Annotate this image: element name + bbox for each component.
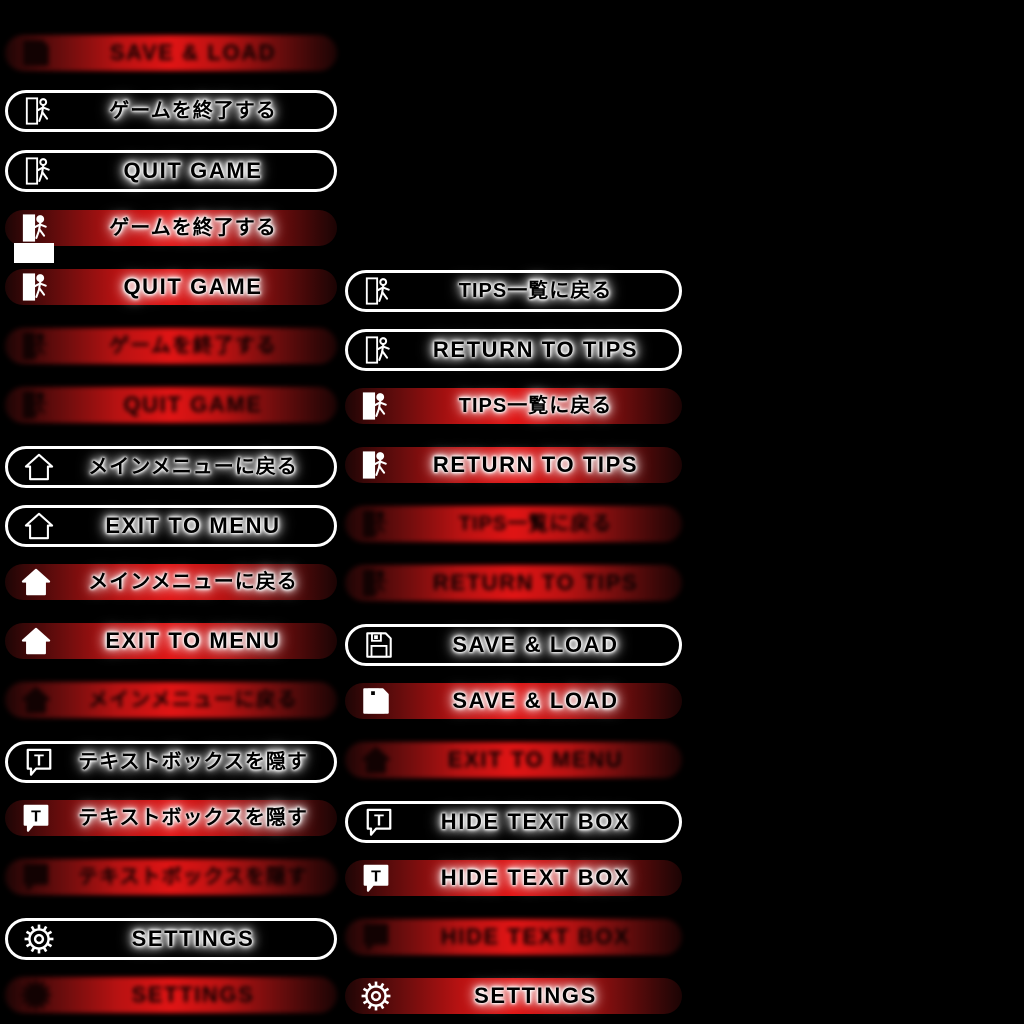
menu-button-label: EXIT TO MENU: [105, 513, 281, 538]
home-icon: [22, 509, 56, 543]
floppy-disk-icon: [19, 36, 53, 70]
svg-text:T: T: [31, 808, 41, 825]
exit-door-running-person-icon: [19, 211, 53, 245]
menu-button-label: RETURN TO TIPS: [432, 337, 639, 362]
menu-button-label: テキストボックスを隠す: [78, 866, 308, 888]
menu-button-label: QUIT GAME: [123, 392, 263, 417]
menu-button[interactable]: ゲームを終了する: [5, 328, 337, 364]
menu-button-label: SAVE & LOAD: [452, 632, 619, 657]
menu-button-label: テキストボックスを隠す: [78, 807, 308, 829]
home-icon: [19, 565, 53, 599]
exit-door-running-person-icon: [359, 448, 393, 482]
gear-icon: [19, 978, 53, 1012]
menu-button-label: QUIT GAME: [123, 158, 263, 183]
menu-button-label: ゲームを終了する: [109, 217, 277, 239]
menu-button[interactable]: EXIT TO MENU: [345, 742, 682, 778]
menu-button-label: SETTINGS: [131, 982, 255, 1007]
menu-button[interactable]: RETURN TO TIPS: [345, 565, 682, 601]
menu-button[interactable]: EXIT TO MENU: [5, 505, 337, 547]
exit-door-running-person-icon: [22, 94, 56, 128]
menu-button[interactable]: SETTINGS: [345, 978, 682, 1014]
menu-button-label: ゲームを終了する: [109, 335, 277, 357]
svg-text:T: T: [31, 867, 41, 884]
gear-icon: [359, 979, 393, 1013]
menu-button[interactable]: RETURN TO TIPS: [345, 329, 682, 371]
menu-button[interactable]: T HIDE TEXT BOX: [345, 919, 682, 955]
menu-button[interactable]: SAVE & LOAD: [345, 624, 682, 666]
menu-button[interactable]: QUIT GAME: [5, 387, 337, 423]
exit-door-running-person-icon: [22, 154, 56, 188]
menu-button[interactable]: T テキストボックスを隠す: [5, 741, 337, 783]
menu-button-label: EXIT TO MENU: [105, 628, 281, 653]
menu-button-label: QUIT GAME: [123, 274, 263, 299]
menu-button[interactable]: SETTINGS: [5, 977, 337, 1013]
menu-button-label: メインメニューに戻る: [88, 456, 298, 478]
menu-button-label: ゲームを終了する: [109, 100, 277, 122]
menu-button[interactable]: メインメニューに戻る: [5, 446, 337, 488]
menu-button-label: TIPS一覧に戻る: [458, 513, 613, 535]
text-box-icon: T: [22, 745, 56, 779]
menu-button-label: SAVE & LOAD: [452, 688, 619, 713]
menu-button[interactable]: QUIT GAME: [5, 269, 337, 305]
menu-button[interactable]: T HIDE TEXT BOX: [345, 801, 682, 843]
menu-button[interactable]: ゲームを終了する: [5, 210, 337, 246]
text-box-icon: T: [19, 801, 53, 835]
exit-door-running-person-icon: [362, 333, 396, 367]
home-icon: [359, 743, 393, 777]
floppy-disk-icon: [359, 684, 393, 718]
text-box-icon: T: [362, 805, 396, 839]
menu-button-label: RETURN TO TIPS: [432, 452, 639, 477]
exit-door-running-person-icon: [359, 566, 393, 600]
menu-button-label: メインメニューに戻る: [88, 571, 298, 593]
menu-button[interactable]: SAVE & LOAD: [5, 35, 337, 71]
gear-icon: [22, 922, 56, 956]
home-icon: [19, 683, 53, 717]
exit-door-running-person-icon: [19, 388, 53, 422]
menu-button[interactable]: TIPS一覧に戻る: [345, 270, 682, 312]
menu-button-label: SETTINGS: [474, 983, 597, 1008]
menu-button-label: SETTINGS: [131, 926, 255, 951]
menu-button[interactable]: T HIDE TEXT BOX: [345, 860, 682, 896]
menu-button-label: EXIT TO MENU: [447, 747, 624, 772]
menu-button-label: HIDE TEXT BOX: [440, 809, 631, 834]
menu-button[interactable]: QUIT GAME: [5, 150, 337, 192]
floppy-disk-icon: [362, 628, 396, 662]
menu-button-label: HIDE TEXT BOX: [440, 865, 631, 890]
exit-door-running-person-icon: [362, 274, 396, 308]
menu-button[interactable]: RETURN TO TIPS: [345, 447, 682, 483]
exit-door-running-person-icon: [19, 329, 53, 363]
text-box-icon: T: [19, 860, 53, 894]
menu-button[interactable]: ゲームを終了する: [5, 90, 337, 132]
menu-button[interactable]: メインメニューに戻る: [5, 682, 337, 718]
svg-text:T: T: [34, 752, 44, 769]
menu-button[interactable]: SETTINGS: [5, 918, 337, 960]
menu-button[interactable]: T テキストボックスを隠す: [5, 800, 337, 836]
menu-button-label: RETURN TO TIPS: [432, 570, 639, 595]
menu-button-label: メインメニューに戻る: [88, 689, 298, 711]
menu-button-label: TIPS一覧に戻る: [458, 395, 613, 417]
exit-door-running-person-icon: [19, 270, 53, 304]
svg-text:T: T: [371, 927, 381, 944]
menu-button[interactable]: メインメニューに戻る: [5, 564, 337, 600]
menu-button-label: TIPS一覧に戻る: [458, 280, 613, 302]
home-icon: [22, 450, 56, 484]
exit-door-running-person-icon: [359, 389, 393, 423]
menu-button-label: テキストボックスを隠す: [78, 751, 308, 773]
home-icon: [19, 624, 53, 658]
menu-button[interactable]: TIPS一覧に戻る: [345, 506, 682, 542]
text-box-icon: T: [359, 920, 393, 954]
svg-text:T: T: [374, 812, 384, 829]
menu-button[interactable]: SAVE & LOAD: [345, 683, 682, 719]
text-box-icon: T: [359, 861, 393, 895]
menu-button-label: SAVE & LOAD: [109, 40, 277, 65]
menu-button[interactable]: EXIT TO MENU: [5, 623, 337, 659]
menu-button[interactable]: TIPS一覧に戻る: [345, 388, 682, 424]
exit-door-running-person-icon: [359, 507, 393, 541]
sprite-artifact: [14, 243, 54, 263]
menu-button[interactable]: T テキストボックスを隠す: [5, 859, 337, 895]
svg-text:T: T: [371, 868, 381, 885]
menu-button-label: HIDE TEXT BOX: [440, 924, 631, 949]
